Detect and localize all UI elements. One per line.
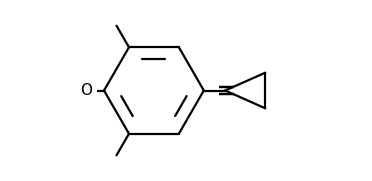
Text: O: O <box>80 83 92 98</box>
